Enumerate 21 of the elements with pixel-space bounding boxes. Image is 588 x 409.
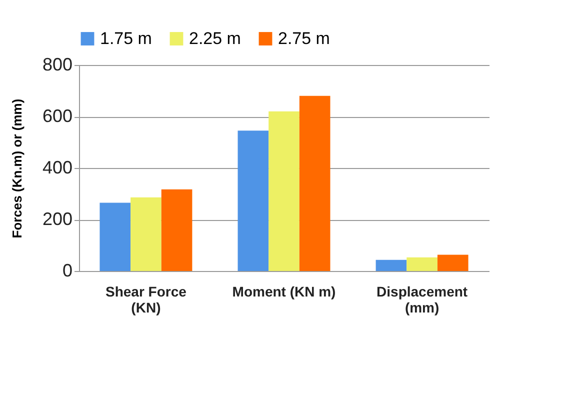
bar: [100, 202, 131, 271]
legend-label: 2.25 m: [189, 28, 241, 48]
legend-label: 1.75 m: [100, 28, 152, 48]
y-tick-label: 800: [42, 54, 72, 74]
x-tick-label: Moment (KN m): [232, 284, 336, 300]
y-tick-label: 200: [42, 209, 72, 229]
y-tick-label: 400: [42, 158, 72, 178]
y-axis-title: Forces (Kn.m) or (mm): [9, 98, 24, 238]
bar: [238, 130, 269, 271]
bar: [268, 111, 300, 271]
bar: [376, 260, 407, 271]
legend-label: 2.75 m: [278, 28, 330, 48]
bar: [130, 197, 162, 271]
x-tick-label: Shear Force (KN): [105, 284, 187, 316]
bar: [161, 189, 192, 271]
bar: [437, 254, 468, 271]
y-tick-label: 0: [62, 260, 72, 280]
bar: [299, 96, 330, 271]
bar: [406, 257, 438, 271]
x-tick-label: Displacement (mm): [376, 284, 468, 316]
y-tick-label: 600: [42, 106, 72, 126]
